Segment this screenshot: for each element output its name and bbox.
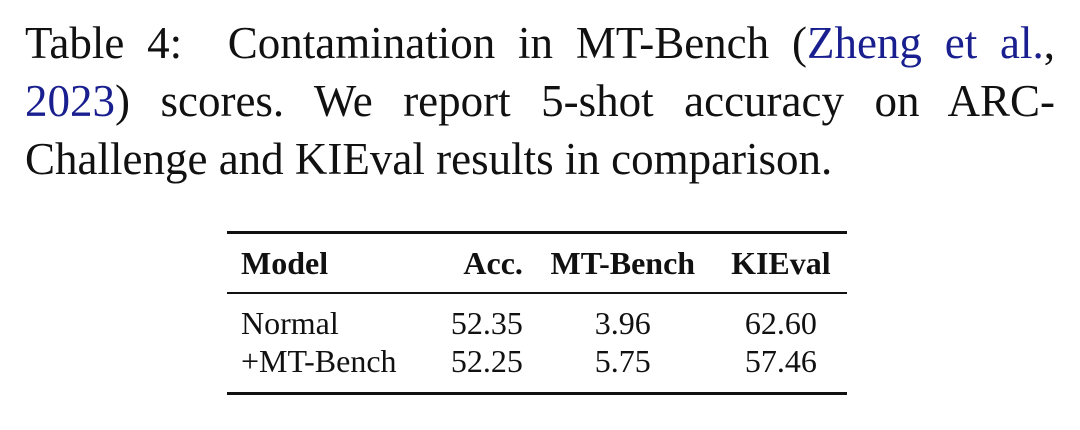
cell-model: Normal [241, 305, 339, 341]
caption-text-start: Contamination in MT-Bench ( [227, 18, 807, 68]
caption-cite-separator: , [1043, 18, 1055, 68]
citation-year-link[interactable]: 2023 [25, 76, 115, 126]
cell-acc: 52.25 [450, 343, 523, 379]
table-header-row: Model Acc. MT-Bench KIEval [227, 232, 847, 294]
header-model: Model [241, 245, 329, 281]
header-mt-bench: MT-Bench [550, 245, 696, 281]
results-table: Model Acc. MT-Bench KIEval Normal 52.35 … [227, 231, 847, 395]
table-row: Normal 52.35 3.96 62.60 [227, 293, 847, 342]
citation-authors-link[interactable]: Zheng et al. [806, 18, 1044, 68]
table-row: +MT-Bench 52.25 5.75 57.46 [227, 342, 847, 394]
caption-label: Table 4: [25, 18, 183, 68]
cell-kieval: 62.60 [744, 305, 817, 341]
cell-mt-bench: 5.75 [594, 343, 651, 379]
header-kieval: KIEval [731, 245, 831, 281]
cell-acc: 52.35 [450, 305, 523, 341]
caption-text-end: ) scores. We report 5-shot accuracy on A… [25, 76, 1055, 184]
cell-mt-bench: 3.96 [594, 305, 651, 341]
cell-model: +MT-Bench [241, 343, 397, 379]
header-acc: Acc. [463, 245, 523, 281]
table-caption: Table 4: Contamination in MT-Bench (Zhen… [25, 14, 1055, 188]
results-table-container: Model Acc. MT-Bench KIEval Normal 52.35 … [227, 231, 847, 395]
cell-kieval: 57.46 [744, 343, 817, 379]
